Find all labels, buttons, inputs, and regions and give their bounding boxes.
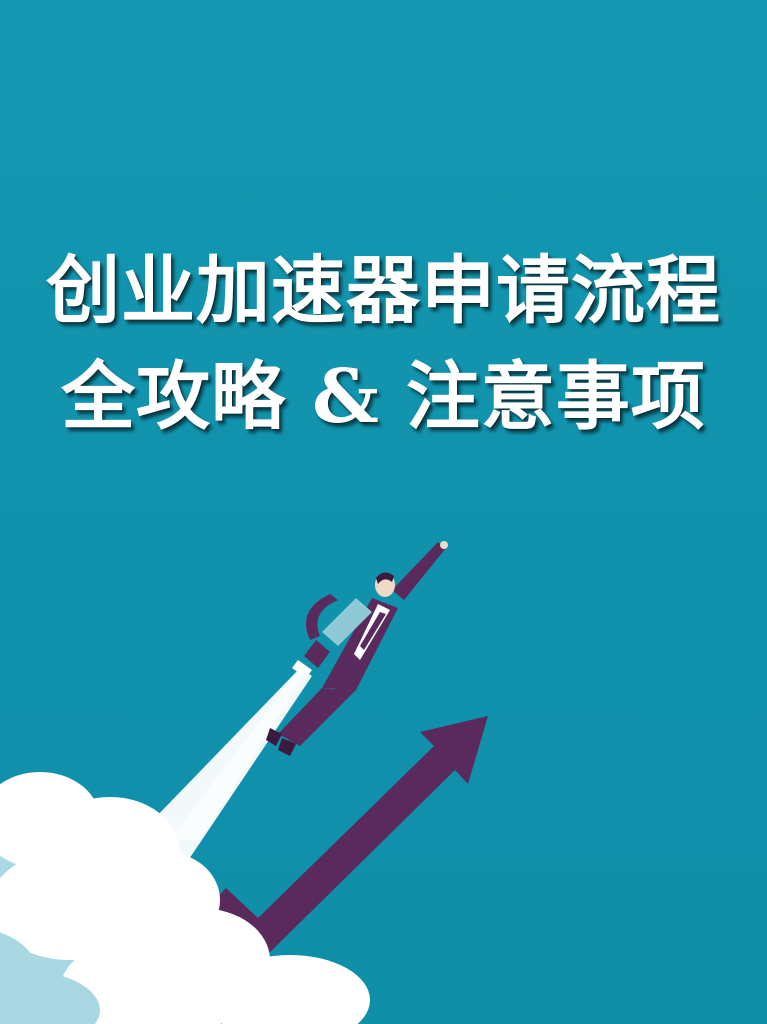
title-line-1: 创业加速器申请流程 bbox=[46, 248, 721, 334]
title-block: 创业加速器申请流程 全攻略 & 注意事项 bbox=[0, 238, 767, 450]
title-line-2-part-b: 注意事项 bbox=[405, 354, 706, 440]
cloud-icon bbox=[0, 772, 370, 1024]
ampersand: & bbox=[312, 354, 380, 440]
rising-arrow-icon bbox=[125, 716, 488, 1024]
title-line-2-part-a: 全攻略 bbox=[61, 354, 287, 440]
businessman-flying-with-jetpack-icon bbox=[266, 541, 448, 756]
title-line-2: 全攻略 & 注意事项 bbox=[0, 344, 767, 450]
